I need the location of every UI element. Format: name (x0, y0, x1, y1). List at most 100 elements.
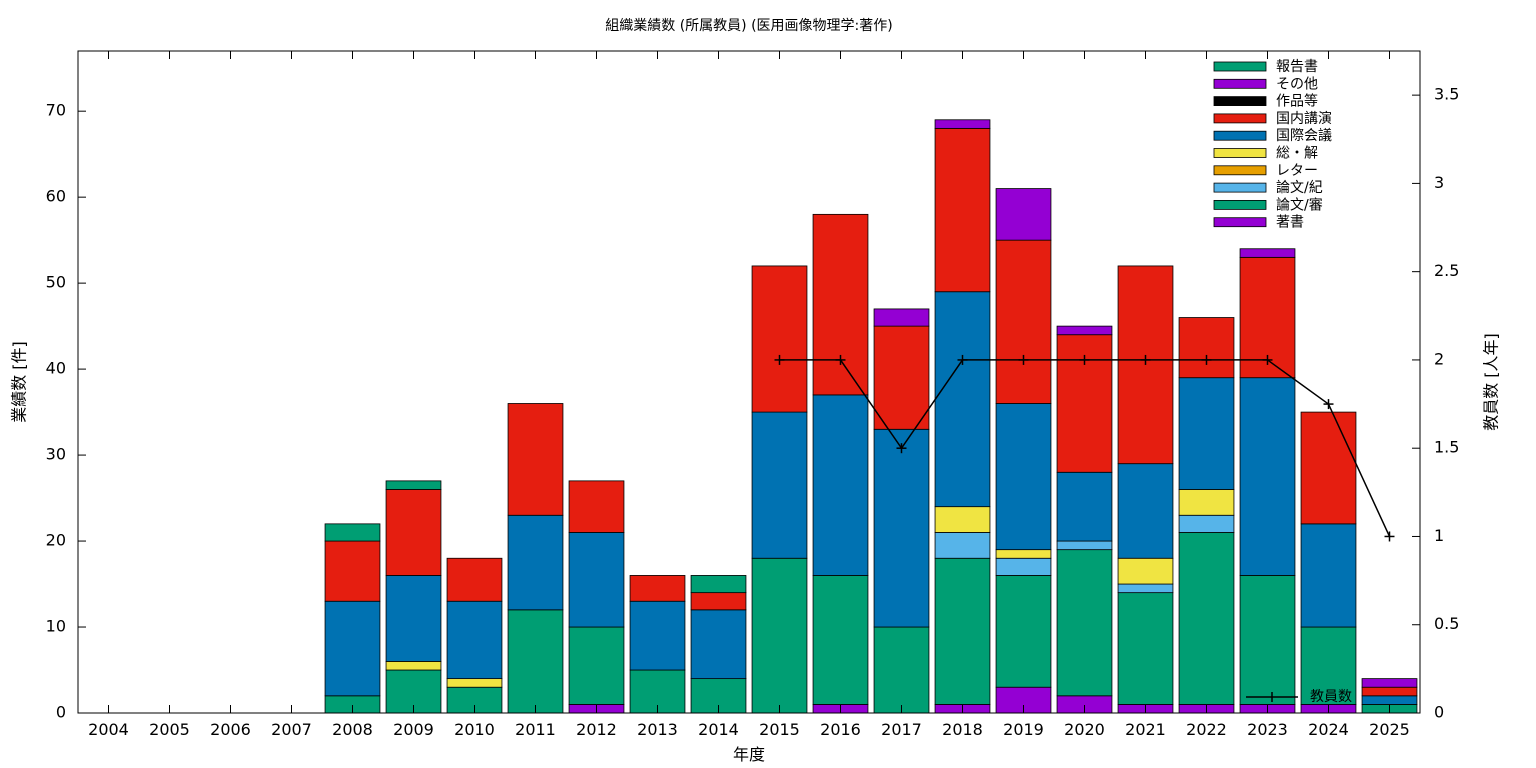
legend-swatch (1213, 217, 1267, 228)
bar-segment (1300, 411, 1357, 525)
bar-segment (812, 394, 869, 576)
line-layer (774, 354, 1395, 542)
x-tick-label: 2022 (1186, 720, 1227, 739)
bar-segment (690, 609, 747, 680)
bar-segment (1178, 317, 1235, 379)
x-tick-label: 2014 (698, 720, 739, 739)
legend-swatch (1213, 148, 1267, 158)
bar-segment (995, 188, 1052, 241)
legend-swatch (1213, 78, 1267, 89)
bar-segment (934, 291, 991, 508)
y-axis-label: 業績数 [件] (10, 341, 29, 423)
bar-segment (1300, 523, 1357, 628)
bar-segment (690, 592, 747, 611)
bar-segment (446, 557, 503, 602)
y-tick-label: 60 (46, 187, 66, 206)
legend-label: 作品等 (1276, 93, 1318, 110)
bar-segment (324, 523, 381, 542)
legend-swatch (1213, 199, 1267, 210)
bar-segment (568, 532, 625, 628)
x-tick-label: 2025 (1369, 720, 1410, 739)
legend-swatch (1213, 61, 1267, 72)
bar-segment (385, 575, 442, 662)
legend-label: 総・解 (1276, 146, 1318, 162)
x-tick-label: 2024 (1308, 720, 1349, 739)
bar-segment (1361, 686, 1418, 697)
bar-segment (1178, 489, 1235, 516)
bar-segment (690, 575, 747, 594)
bar-segment (812, 213, 869, 396)
y-tick-label: 0 (56, 703, 66, 722)
bar-segment (934, 506, 991, 533)
bar-segment (507, 514, 564, 611)
x-tick-label: 2010 (454, 720, 495, 739)
x-tick-label: 2012 (576, 720, 617, 739)
bar-segment (751, 557, 808, 714)
x-tick-label: 2013 (637, 720, 678, 739)
legend-swatch (1213, 113, 1267, 124)
bar-segment (1056, 549, 1113, 697)
bar-segment (995, 557, 1052, 576)
bar-segment (995, 575, 1052, 688)
bar-segment (1178, 377, 1235, 490)
bar-segment (446, 600, 503, 680)
bar-segment (873, 428, 930, 628)
bar-segment (568, 626, 625, 705)
x-tick-label: 2008 (332, 720, 373, 739)
bar-segment (934, 127, 991, 293)
bar-segment (1239, 248, 1296, 258)
x-tick-label: 2005 (149, 720, 190, 739)
x-tick-label: 2017 (881, 720, 922, 739)
y2-tick-label: 3 (1434, 173, 1444, 192)
bar-segment (507, 403, 564, 516)
y-tick-label: 20 (46, 531, 66, 550)
bar-segment (751, 265, 808, 413)
bar-segment (995, 549, 1052, 559)
bar-segment (324, 600, 381, 697)
bar-segment (507, 609, 564, 714)
bar-segment (324, 540, 381, 602)
bar-segment (1117, 592, 1174, 705)
bar-segment (1117, 463, 1174, 559)
chart-title: 組織業績数 (所属教員) (医用画像物理学:著作) (605, 18, 892, 34)
bar-segment (385, 480, 442, 490)
bar-segment (1239, 575, 1296, 705)
y2-tick-label: 0 (1434, 703, 1444, 722)
bar-segment (1178, 532, 1235, 705)
bar-segment (873, 626, 930, 714)
x-tick-label: 2016 (820, 720, 861, 739)
legend-swatch (1213, 130, 1267, 141)
y2-tick-label: 0.5 (1434, 614, 1459, 633)
x-tick-label: 2018 (942, 720, 983, 739)
y-tick-label: 50 (46, 273, 66, 292)
y2-tick-label: 1.5 (1434, 438, 1459, 457)
bar-segment (812, 575, 869, 705)
bar-segment (1056, 471, 1113, 542)
legend-label: 論文/審 (1276, 197, 1323, 213)
bar-segment (568, 480, 625, 533)
bar-segment (1056, 540, 1113, 551)
bar-segment (1361, 695, 1418, 705)
bar-segment (629, 575, 686, 602)
x-tick-label: 2007 (271, 720, 312, 739)
legend-swatch (1213, 182, 1267, 193)
y2-axis-label: 教員数 [人年] (1482, 333, 1501, 431)
legend-label: 論文/紀 (1276, 180, 1323, 196)
bar-segment (995, 239, 1052, 404)
y2-tick-label: 1 (1434, 526, 1444, 545)
bar-segment (1239, 377, 1296, 576)
bar-segment (1117, 583, 1174, 594)
x-axis-label: 年度 (733, 745, 765, 764)
bar-segment (934, 532, 991, 559)
y2-tick-label: 3.5 (1434, 85, 1459, 104)
x-tick-label: 2004 (88, 720, 129, 739)
bar-segment (934, 557, 991, 705)
axes-layer: 0 10 20 30 40 50 60 70 0 0.5 1 1.5 2 2.5 3 3.5 2004 2005 2… (46, 50, 1459, 739)
bars-layer (324, 119, 1418, 714)
x-tick-label: 2021 (1125, 720, 1166, 739)
x-tick-label: 2019 (1003, 720, 1044, 739)
bar-segment (1117, 557, 1174, 585)
legend-label: 国際会議 (1276, 127, 1332, 144)
